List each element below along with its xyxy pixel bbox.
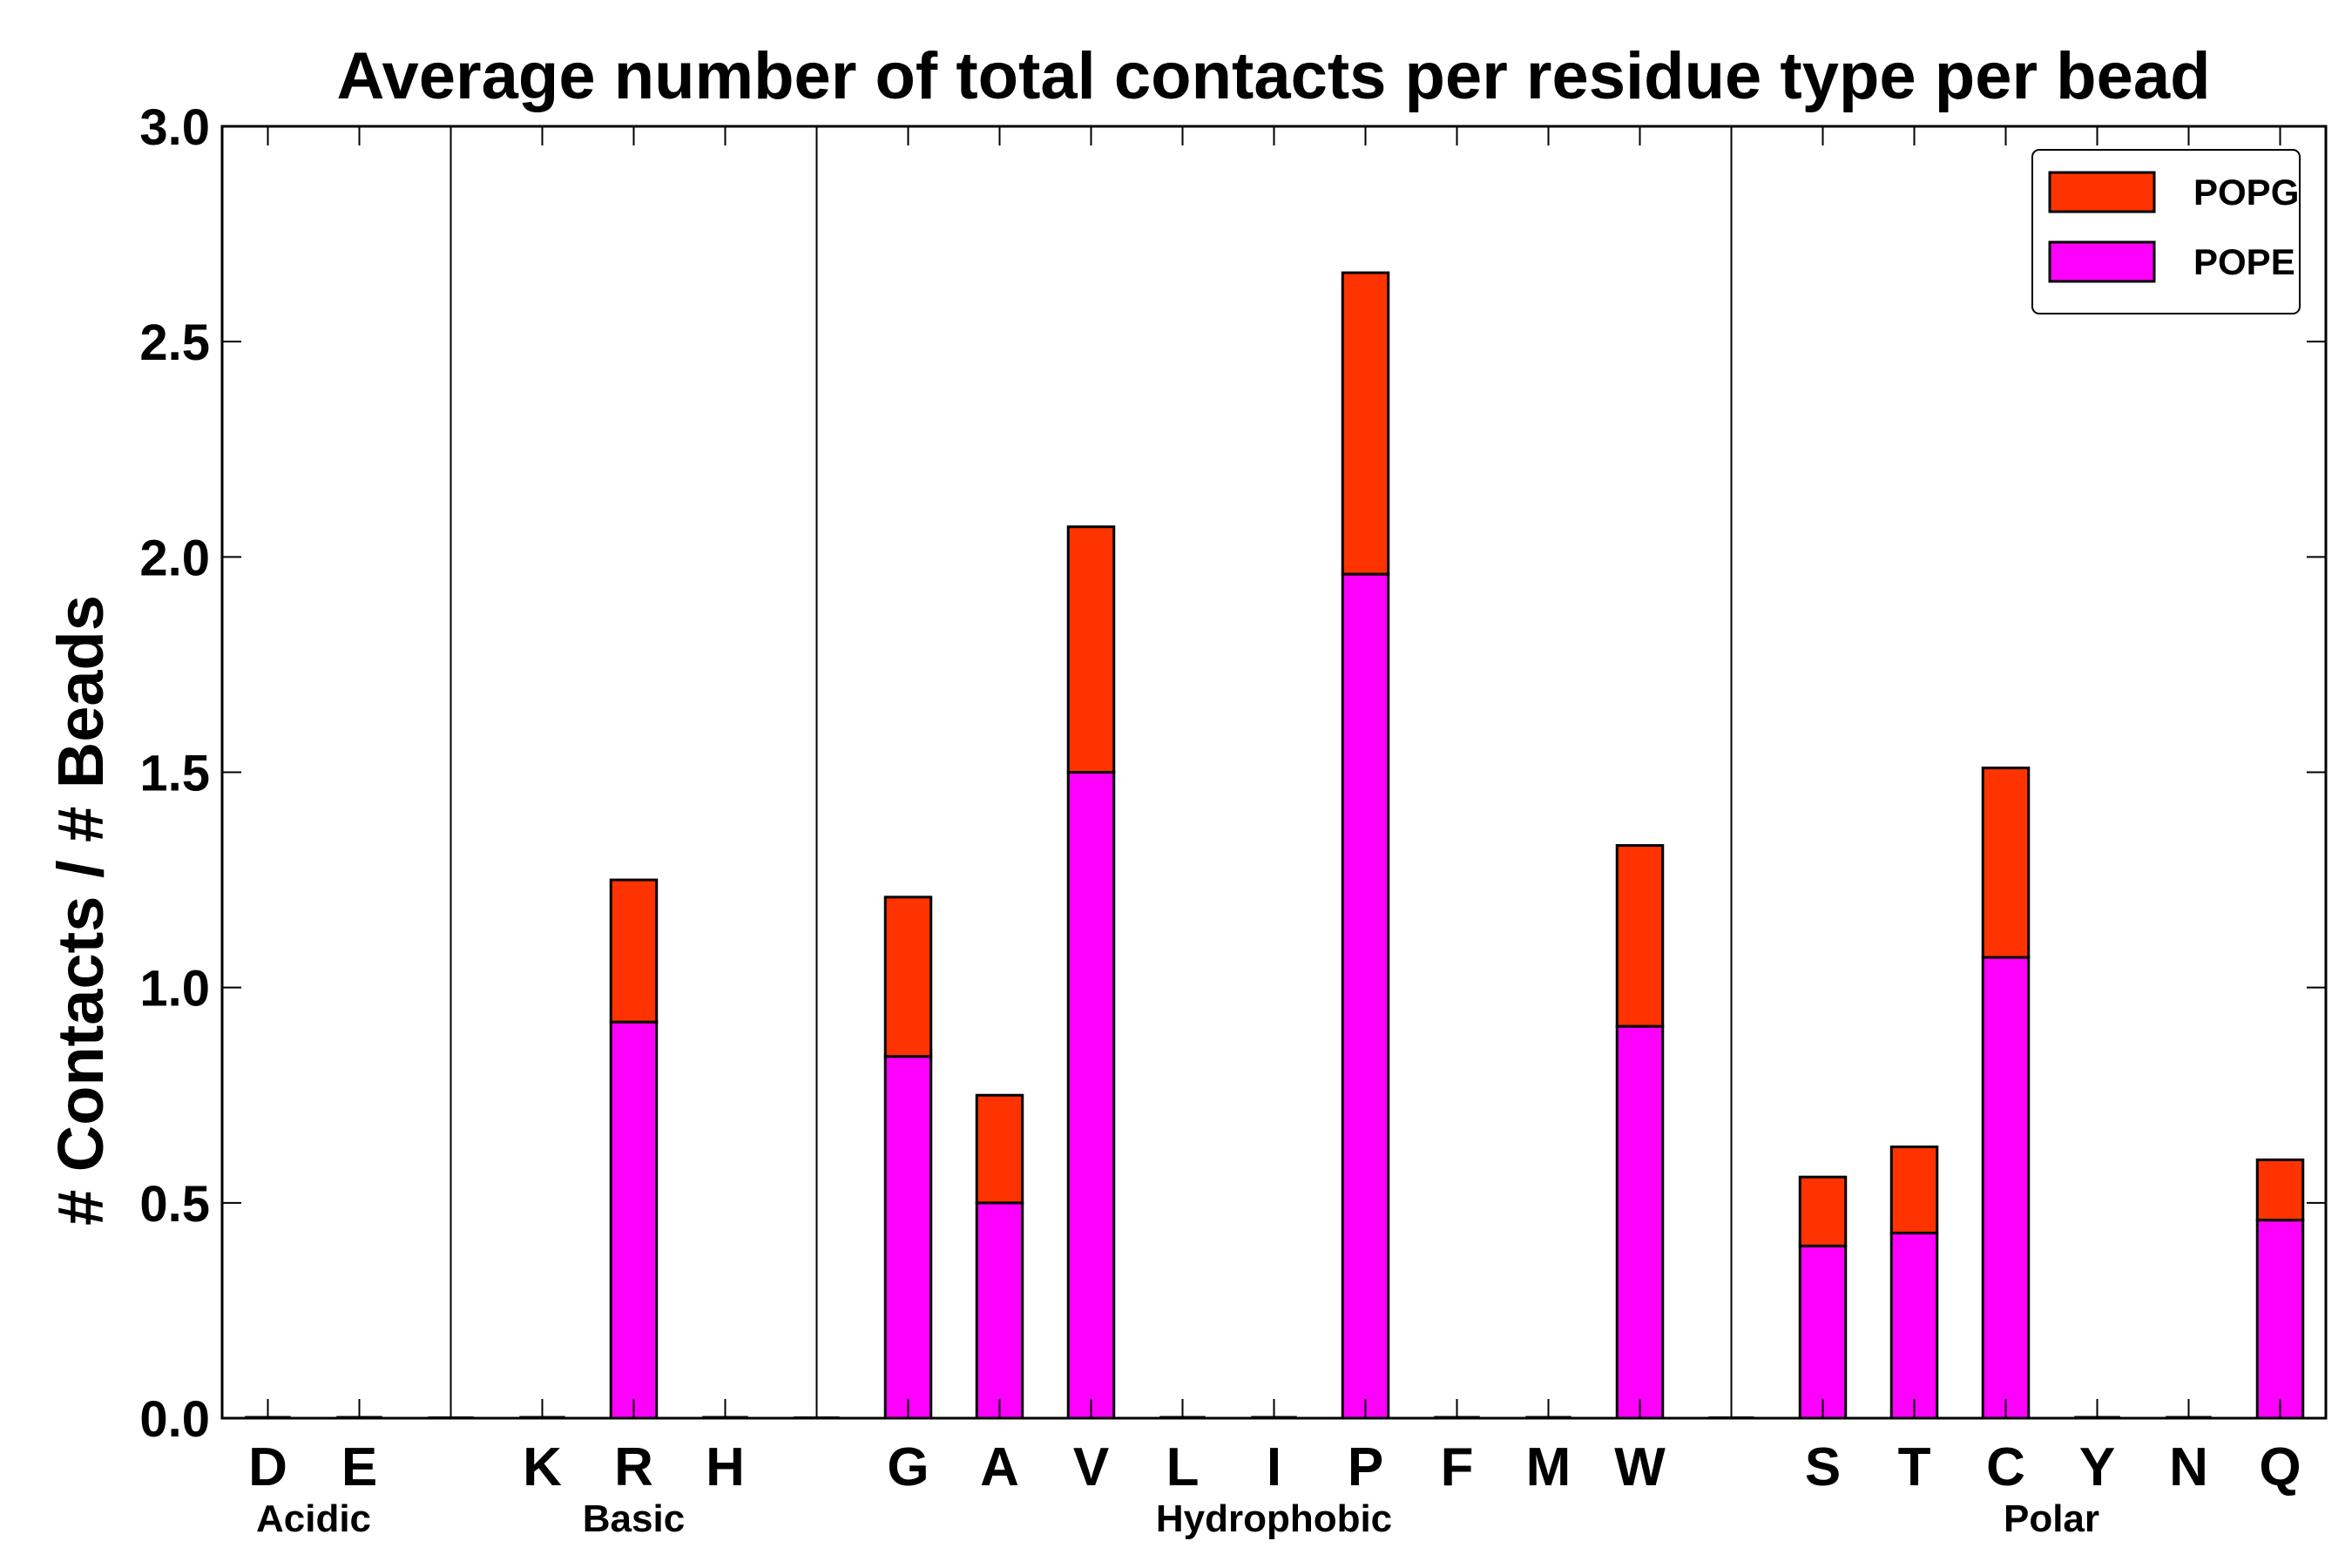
legend-swatch-pope bbox=[2048, 240, 2156, 283]
x-tick-label-Y: Y bbox=[2079, 1437, 2115, 1497]
bar-pope-C bbox=[1981, 956, 2031, 1420]
x-tick-label-Q: Q bbox=[2259, 1437, 2301, 1497]
x-tick-label-I: I bbox=[1267, 1437, 1281, 1497]
bar-pope-A bbox=[975, 1201, 1024, 1420]
y-tick-label: 2.5 bbox=[139, 314, 210, 371]
group-label-polar: Polar bbox=[2004, 1497, 2099, 1540]
bar-popg-G bbox=[883, 896, 933, 1058]
x-tick-label-V: V bbox=[1073, 1437, 1109, 1497]
x-tick-label-L: L bbox=[1166, 1437, 1200, 1497]
x-tick-label-K: K bbox=[523, 1437, 562, 1497]
legend-swatch-popg bbox=[2048, 171, 2156, 213]
legend-label-popg: POPG bbox=[2193, 172, 2299, 213]
x-tick-label-G: G bbox=[887, 1437, 929, 1497]
x-tick-label-C: C bbox=[1986, 1437, 2025, 1497]
bar-pope-V bbox=[1066, 771, 1116, 1420]
x-tick-label-M: M bbox=[1526, 1437, 1571, 1497]
x-tick-label-H: H bbox=[706, 1437, 745, 1497]
bar-popg-C bbox=[1981, 767, 2031, 959]
group-label-hydrophobic: Hydrophobic bbox=[1156, 1497, 1392, 1540]
bar-pope-S bbox=[1798, 1244, 1848, 1420]
x-tick-label-A: A bbox=[980, 1437, 1019, 1497]
x-tick-label-E: E bbox=[341, 1437, 377, 1497]
bar-popg-W bbox=[1615, 844, 1665, 1028]
bar-pope-Q bbox=[2255, 1219, 2305, 1420]
x-tick-label-W: W bbox=[1614, 1437, 1666, 1497]
x-tick-label-T: T bbox=[1898, 1437, 1931, 1497]
bar-pope-W bbox=[1615, 1024, 1665, 1420]
x-tick-label-N: N bbox=[2169, 1437, 2208, 1497]
bar-popg-Q bbox=[2255, 1158, 2305, 1222]
y-tick-label: 1.5 bbox=[139, 746, 210, 802]
x-tick-label-D: D bbox=[248, 1437, 287, 1497]
x-tick-label-P: P bbox=[1348, 1437, 1383, 1497]
y-tick-label: 3.0 bbox=[139, 99, 210, 156]
x-tick-label-F: F bbox=[1441, 1437, 1474, 1497]
bar-popg-P bbox=[1341, 271, 1390, 576]
chart-title: Average number of total contacts per res… bbox=[336, 39, 2210, 113]
bar-pope-P bbox=[1341, 572, 1390, 1420]
bar-popg-A bbox=[975, 1093, 1024, 1205]
bar-pope-T bbox=[1889, 1231, 1939, 1420]
bar-popg-S bbox=[1798, 1175, 1848, 1247]
legend-label-pope: POPE bbox=[2193, 241, 2295, 282]
x-tick-label-R: R bbox=[614, 1437, 653, 1497]
legend: POPG POPE bbox=[2031, 149, 2301, 314]
bar-popg-R bbox=[609, 878, 659, 1024]
bar-pope-G bbox=[883, 1055, 933, 1420]
bar-popg-V bbox=[1066, 525, 1116, 774]
bar-popg-T bbox=[1889, 1146, 1939, 1234]
y-tick-label: 1.0 bbox=[139, 961, 210, 1017]
bar-pope-R bbox=[609, 1020, 659, 1420]
y-axis-label: # Contacts / # Beads bbox=[44, 595, 117, 1226]
group-label-acidic: Acidic bbox=[256, 1497, 371, 1540]
y-tick-label: 0.0 bbox=[139, 1391, 210, 1448]
y-tick-label: 2.0 bbox=[139, 530, 210, 586]
x-tick-label-S: S bbox=[1805, 1437, 1841, 1497]
group-label-basic: Basic bbox=[583, 1497, 685, 1540]
y-tick-label: 0.5 bbox=[139, 1176, 210, 1233]
